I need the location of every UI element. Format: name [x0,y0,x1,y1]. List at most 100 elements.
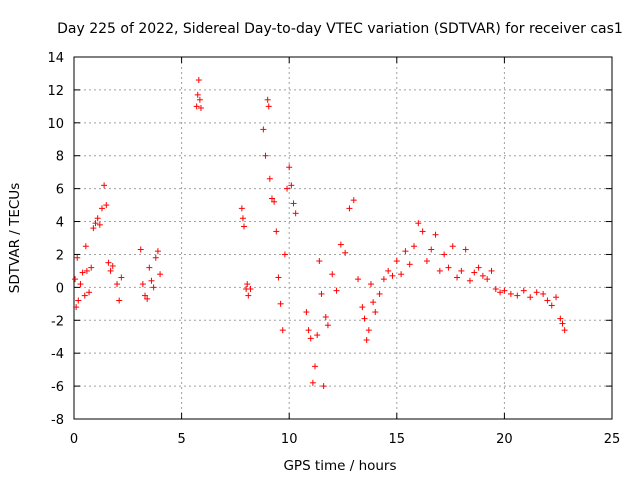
data-point [90,225,97,232]
data-point [479,272,486,279]
data-point [98,205,105,212]
data-point [484,276,491,283]
data-point [305,327,312,334]
data-point [109,262,116,269]
data-point [88,264,95,271]
data-point [238,205,245,212]
data-point [96,221,103,228]
data-point [79,269,86,276]
data-point [82,243,89,250]
y-axis-label: SDTVAR / TECUs [7,183,23,293]
x-tick-label: 0 [70,432,78,447]
x-tick-label: 10 [281,432,298,447]
data-point [277,300,284,307]
data-point [355,276,362,283]
axis-ticks: 0 5 10 15 20 25 -8 -6 -4 -2 0 2 4 6 8 10 12 14 [47,51,620,447]
data-point [288,182,295,189]
chart-title: Day 225 of 2022, Sidereal Day-to-day VTE… [57,21,623,37]
data-point [144,295,151,302]
data-point [337,241,344,248]
data-point [118,274,125,281]
data-point [281,251,288,258]
data-point [75,297,82,304]
data-point [92,220,99,227]
y-tick-label: -6 [51,380,64,395]
data-point [380,276,387,283]
data-point [83,267,90,274]
data-point [105,259,112,266]
data-point [423,258,430,265]
data-point [116,297,123,304]
data-point [488,267,495,274]
data-point [561,327,568,334]
y-tick-label: 0 [56,281,64,296]
data-point [154,248,161,255]
y-tick-label: 4 [56,216,64,231]
data-point [365,327,372,334]
data-point [239,215,246,222]
data-point [540,290,547,297]
data-point [74,254,81,261]
data-point [94,215,101,222]
data-point [273,228,280,235]
data-point [432,231,439,238]
x-tick-label: 25 [604,432,621,447]
data-point [72,276,79,283]
data-point [492,286,499,293]
data-point [402,248,409,255]
data-point [260,126,267,133]
y-tick-label: -8 [51,413,64,428]
data-point [152,254,159,261]
data-point [398,271,405,278]
data-point [320,383,327,390]
data-point [139,281,146,288]
y-tick-label: 10 [47,117,64,132]
data-point [527,294,534,301]
data-point [101,182,108,189]
data-point [86,289,93,296]
data-point [497,289,504,296]
data-point [449,243,456,250]
data-point [195,77,202,84]
data-point [475,264,482,271]
y-tick-label: 2 [56,248,64,263]
x-tick-label: 5 [177,432,185,447]
data-point [309,379,316,386]
data-point [445,264,452,271]
y-tick-label: 12 [47,84,64,99]
data-point [471,269,478,276]
data-point [436,267,443,274]
data-point [454,274,461,281]
data-point [290,200,297,207]
data-point [103,202,110,209]
y-tick-label: 6 [56,183,64,198]
data-point [557,315,564,322]
data-point [262,152,269,159]
data-point [271,198,278,205]
data-point [114,281,121,288]
data-point [533,289,540,296]
data-point [264,96,271,103]
data-point [197,105,204,112]
data-point [81,292,88,299]
x-tick-label: 15 [389,432,406,447]
data-point [146,264,153,271]
data-point [329,271,336,278]
data-point [150,284,157,291]
data-point [415,220,422,227]
data-point [333,287,340,294]
data-point [520,287,527,294]
data-point [544,297,551,304]
data-point [559,320,566,327]
data-point [428,246,435,253]
data-point [286,164,293,171]
data-point [196,96,203,103]
data-point [284,185,291,192]
data-point [441,251,448,258]
data-point [406,261,413,268]
data-point [137,246,144,253]
data-point [507,290,514,297]
data-point [193,103,200,110]
data-point [466,277,473,284]
